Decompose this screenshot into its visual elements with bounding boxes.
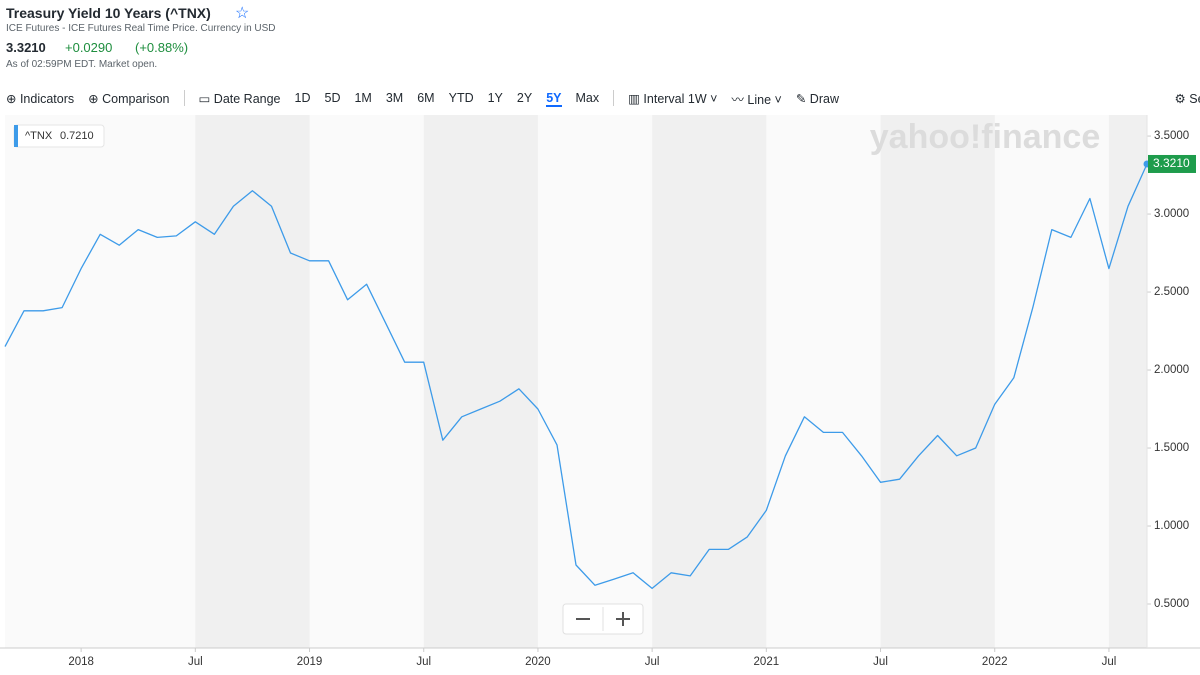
range-button[interactable]: 5Y — [546, 91, 562, 107]
label: Comparison — [102, 91, 170, 106]
last-value-label: 3.3210 — [1153, 156, 1190, 170]
zoom-controls — [562, 603, 644, 635]
range-button[interactable]: 1D — [294, 91, 311, 105]
label: Line — [747, 92, 772, 107]
x-tick-label: Jul — [188, 656, 203, 668]
x-tick-label: 2022 — [982, 656, 1008, 668]
x-tick-label: Jul — [1102, 656, 1117, 668]
change-percent: (+0.88%) — [135, 40, 189, 55]
date-range-button[interactable]: ▭ Date Range — [198, 91, 281, 106]
last-value-chip — [1148, 154, 1196, 173]
label: Set — [1189, 91, 1200, 106]
separator — [183, 90, 185, 106]
settings-button[interactable]: ⚙ Set — [1175, 91, 1200, 106]
interval-button[interactable]: ▥ Interval 1W ˅ — [628, 91, 718, 106]
y-tick-label: 1.0000 — [1154, 520, 1189, 532]
range-button[interactable]: 1M — [354, 91, 372, 105]
range-button[interactable]: 5D — [324, 91, 341, 105]
indicators-button[interactable]: ⊕ Indicators — [6, 91, 75, 106]
separator — [613, 90, 615, 106]
x-tick-label: Jul — [873, 656, 888, 668]
y-tick-label: 3.0000 — [1154, 208, 1189, 220]
comparison-button[interactable]: ⊕ Comparison — [88, 91, 170, 106]
period-band — [1108, 115, 1147, 648]
timestamp: As of 02:59PM EDT. Market open. — [6, 59, 158, 70]
range-button[interactable]: 2Y — [516, 91, 533, 105]
chart-type-button[interactable]: 〰 Line ˅ — [731, 92, 782, 107]
subtitle: ICE Futures - ICE Futures Real Time Pric… — [6, 23, 276, 34]
legend-value: 0.7210 — [60, 130, 94, 142]
y-tick-label: 3.5000 — [1154, 130, 1189, 142]
label: Draw — [809, 91, 839, 106]
x-tick-label: 2018 — [68, 656, 94, 668]
range-button[interactable]: 3M — [385, 91, 404, 105]
x-tick-label: 2019 — [297, 656, 323, 668]
label: Indicators — [19, 91, 75, 106]
change: +0.0290 — [65, 40, 113, 55]
period-band — [880, 115, 995, 648]
legend-swatch — [14, 125, 18, 147]
price-line — [4, 163, 1148, 590]
range-button[interactable]: Max — [575, 91, 600, 105]
y-tick-label: 0.5000 — [1154, 598, 1189, 610]
range-button[interactable]: 6M — [417, 91, 435, 105]
watchlist-star[interactable]: ☆ — [235, 5, 250, 22]
x-tick-label: Jul — [645, 656, 660, 668]
y-tick-label: 2.0000 — [1154, 364, 1189, 376]
period-band — [195, 115, 310, 648]
interval: 1W — [687, 91, 707, 106]
chart: yahoo!finance 0.5000 1.0000 1.5000 2.0000 2.5… — [0, 115, 1200, 668]
range-button[interactable]: 1Y — [487, 91, 503, 105]
y-tick-label: 2.5000 — [1154, 286, 1189, 298]
range-group: 1D 5D 1M 3M 6M YTD 1Y 2Y 5Y Max — [281, 91, 600, 107]
price: 3.3210 — [6, 40, 46, 55]
period-band — [652, 115, 767, 648]
title: Treasury Yield 10 Years (^TNX) — [6, 5, 211, 21]
x-tick-label: Jul — [416, 656, 431, 668]
x-tick-label: 2020 — [525, 656, 551, 668]
watermark: yahoo!finance — [870, 118, 1100, 156]
label: Date Range — [213, 91, 281, 106]
period-band — [423, 115, 538, 648]
label: Interval — [643, 91, 685, 106]
y-tick-label: 1.5000 — [1154, 442, 1189, 454]
draw-button[interactable]: ✎ Draw — [795, 91, 839, 106]
x-tick-label: 2021 — [754, 656, 780, 668]
range-button[interactable]: YTD — [448, 91, 474, 105]
legend-name: ^TNX — [25, 130, 53, 142]
toolbar: ⊕ Indicators ⊕ Comparison ▭ Date Range 1… — [0, 88, 1200, 108]
